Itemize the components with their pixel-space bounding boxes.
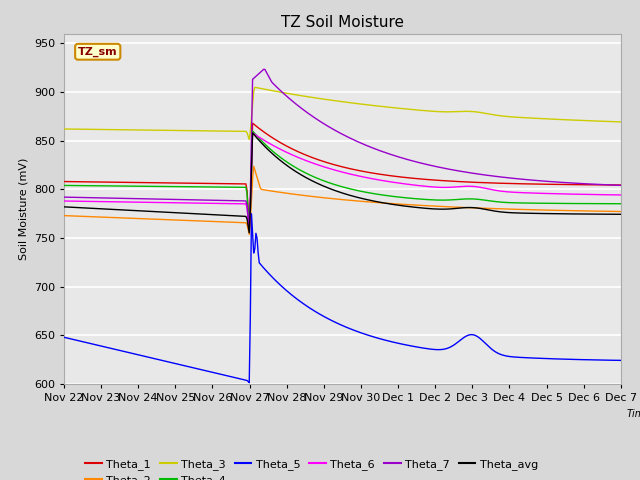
Theta_6 (245, 228, 253, 233)
Theta_7 (519, 176, 527, 182)
Theta_7 (260, 66, 268, 72)
Theta_4 (364, 190, 371, 195)
Title: TZ Soil Moisture: TZ Soil Moisture (281, 15, 404, 30)
Theta_3 (60, 126, 68, 132)
Theta_5 (330, 319, 338, 324)
Theta_6 (60, 198, 68, 204)
Theta_5 (364, 332, 371, 338)
Theta_4 (249, 128, 257, 134)
Theta_1 (364, 169, 371, 175)
Legend: Theta_1, Theta_2, Theta_3, Theta_4, Theta_5, Theta_6, Theta_7, Theta_avg: Theta_1, Theta_2, Theta_3, Theta_4, Thet… (81, 454, 543, 480)
Theta_3 (519, 115, 527, 120)
Theta_3 (330, 98, 338, 104)
Theta_7 (394, 154, 401, 159)
Theta_2 (394, 201, 401, 207)
Theta_1 (330, 162, 338, 168)
Theta_avg (330, 187, 338, 193)
Theta_2 (60, 213, 68, 218)
Line: Theta_3: Theta_3 (64, 87, 621, 140)
Theta_7 (327, 125, 335, 131)
Line: Theta_2: Theta_2 (64, 166, 621, 234)
Theta_1 (245, 224, 253, 230)
Theta_avg (519, 210, 527, 216)
Theta_4 (245, 226, 253, 232)
Theta_avg (249, 130, 257, 136)
Theta_6 (394, 180, 401, 186)
Theta_5 (248, 211, 255, 216)
Theta_4 (519, 200, 527, 206)
Theta_6 (364, 175, 371, 180)
Theta_6 (617, 192, 625, 198)
Theta_avg (606, 211, 614, 217)
Theta_5 (519, 355, 527, 360)
Theta_5 (245, 380, 253, 385)
Theta_avg (327, 186, 335, 192)
Theta_2 (250, 163, 257, 169)
Theta_7 (245, 226, 253, 232)
Theta_6 (249, 130, 257, 136)
Line: Theta_4: Theta_4 (64, 131, 621, 229)
Theta_5 (617, 358, 625, 363)
Theta_avg (394, 202, 401, 208)
Theta_3 (327, 97, 335, 103)
Theta_2 (330, 196, 338, 202)
Theta_4 (330, 181, 338, 187)
Theta_4 (617, 201, 625, 206)
Theta_3 (394, 105, 401, 111)
Theta_5 (60, 335, 68, 340)
Theta_1 (249, 120, 257, 126)
Theta_5 (327, 317, 335, 323)
Theta_7 (617, 182, 625, 188)
Theta_7 (606, 182, 614, 188)
Line: Theta_avg: Theta_avg (64, 133, 621, 233)
Theta_3 (606, 119, 614, 124)
Theta_6 (330, 167, 338, 173)
Line: Theta_7: Theta_7 (64, 69, 621, 229)
Theta_3 (251, 84, 259, 90)
Theta_1 (327, 161, 335, 167)
Theta_1 (60, 179, 68, 184)
Theta_5 (394, 340, 401, 346)
Theta_3 (245, 137, 253, 143)
Theta_2 (617, 209, 625, 215)
Theta_4 (606, 201, 614, 206)
Theta_6 (606, 192, 614, 198)
Line: Theta_1: Theta_1 (64, 123, 621, 227)
Theta_2 (519, 206, 527, 212)
Theta_6 (519, 190, 527, 195)
Theta_7 (330, 127, 338, 132)
Theta_3 (617, 119, 625, 125)
Theta_avg (364, 197, 371, 203)
Text: TZ_sm: TZ_sm (78, 47, 118, 57)
Theta_5 (606, 357, 614, 363)
Theta_3 (364, 102, 371, 108)
Theta_2 (606, 208, 614, 214)
Y-axis label: Soil Moisture (mV): Soil Moisture (mV) (19, 157, 28, 260)
Theta_7 (60, 194, 68, 200)
Theta_2 (327, 195, 335, 201)
Line: Theta_6: Theta_6 (64, 133, 621, 230)
Theta_avg (245, 230, 253, 236)
Theta_4 (327, 180, 335, 186)
Theta_2 (364, 199, 371, 204)
Theta_1 (519, 181, 527, 187)
Theta_2 (245, 231, 253, 237)
Theta_1 (606, 182, 614, 188)
Theta_1 (394, 174, 401, 180)
Theta_avg (617, 211, 625, 217)
Theta_avg (60, 204, 68, 210)
Theta_6 (327, 166, 335, 172)
Theta_7 (364, 143, 371, 149)
Theta_4 (60, 182, 68, 188)
Text: Time: Time (627, 408, 640, 419)
Theta_4 (394, 194, 401, 200)
Theta_1 (617, 182, 625, 188)
Line: Theta_5: Theta_5 (64, 214, 621, 383)
